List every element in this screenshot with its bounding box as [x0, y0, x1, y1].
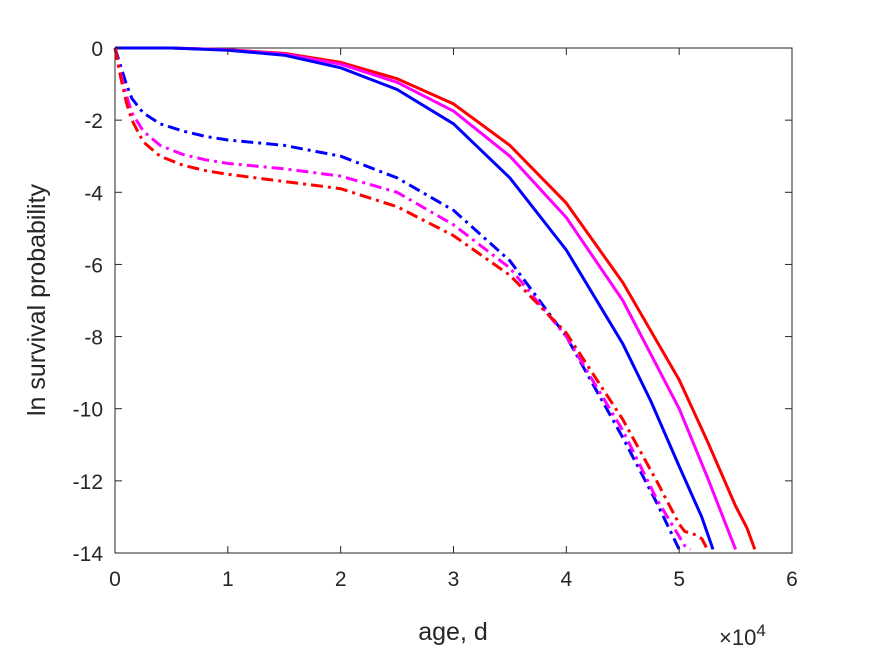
y-tick-label: -14	[73, 543, 104, 566]
series-line-6	[113, 47, 709, 551]
x-tick-label: 3	[448, 568, 460, 591]
y-tick-label: -2	[84, 110, 103, 133]
x-tick-label: 6	[786, 568, 798, 591]
y-axis-label: ln survival probability	[23, 183, 51, 416]
x-axis-exponent-power: 4	[756, 621, 765, 640]
x-axis-exponent-base: ×10	[719, 625, 756, 650]
x-tick-label: 0	[109, 568, 121, 591]
y-tick-label: 0	[91, 38, 103, 61]
series-line-5	[113, 47, 692, 551]
y-tick-label: -4	[84, 182, 103, 205]
x-tick-label: 4	[560, 568, 572, 591]
y-tick-label: -10	[73, 399, 103, 422]
x-tick-label: 1	[222, 568, 234, 591]
tick-labels-layer: 0 1 2 3 4 5 6 0 -2 -4 -6 -8 -10 -12 -14	[73, 38, 798, 591]
series-line-4	[113, 47, 681, 551]
x-tick-label: 2	[335, 568, 347, 591]
y-tick-label: -6	[84, 254, 103, 277]
x-axis-exponent: ×104	[719, 621, 766, 650]
ticks-layer	[114, 47, 793, 554]
x-axis-label: age, d	[418, 618, 488, 646]
y-tick-label: -8	[84, 327, 103, 350]
y-tick-label: -12	[73, 471, 103, 494]
series-line-3	[115, 46, 715, 550]
x-tick-label: 5	[673, 568, 685, 591]
